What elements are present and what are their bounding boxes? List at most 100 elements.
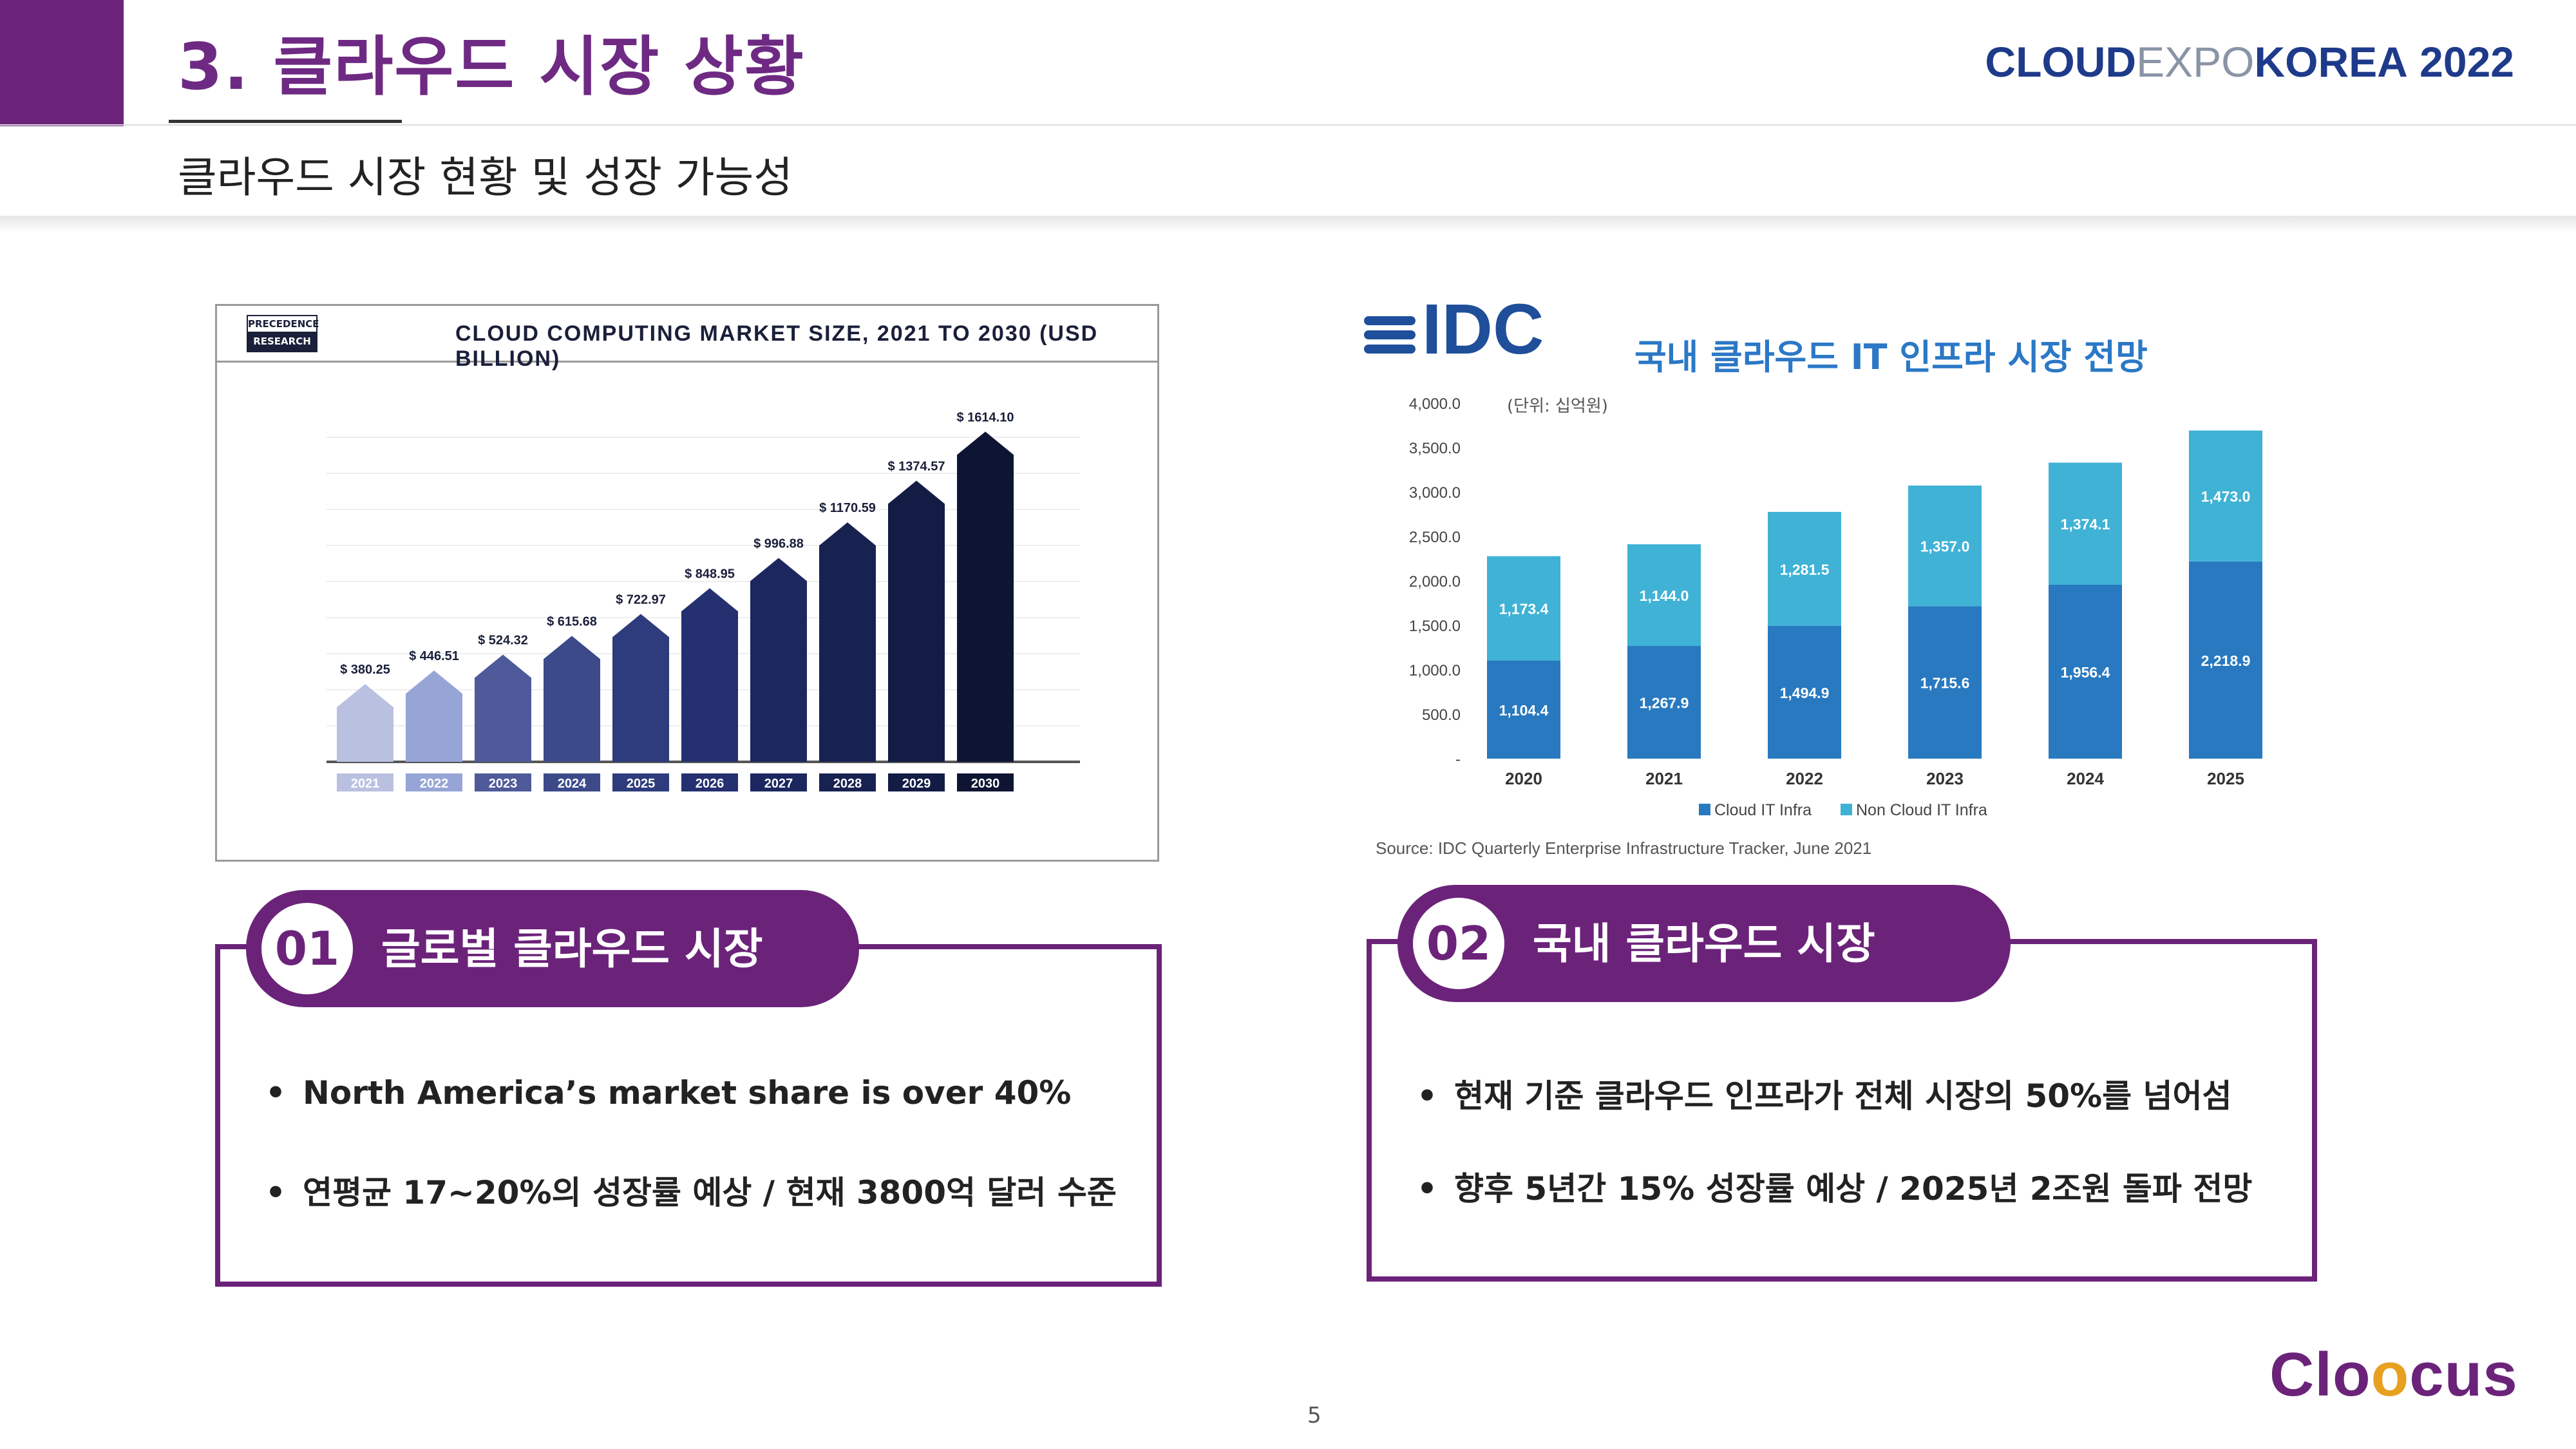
- domestic-chart-title: 국내 클라우드 IT 인프라 시장 전망: [1634, 337, 2148, 377]
- page-subtitle: 클라우드 시장 현황 및 성장 가능성: [178, 153, 793, 202]
- stacked-bar-segment: [1627, 646, 1701, 759]
- precedence-research-logo: PRECEDENCE RESEARCH: [247, 315, 319, 352]
- y-tick-label: 3,000.0: [1409, 484, 1461, 502]
- bullet-text: North America’s market share is over 40%: [303, 1074, 1072, 1112]
- bar: [337, 684, 393, 762]
- y-tick-label: 1,500.0: [1409, 618, 1461, 635]
- data-label: $ 1614.10: [957, 410, 1014, 424]
- section-title: 국내 클라우드 시장: [1533, 919, 1875, 969]
- global-market-heading: 01 글로벌 클라우드 시장: [246, 890, 859, 1007]
- domestic-market-stacked-chart: 4,000.0 3,500.0 3,000.0 2,500.0 2,000.0 1,500…: [1409, 395, 2262, 819]
- global-market-chart: PRECEDENCE RESEARCH CLOUD COMPUTING MARK…: [215, 304, 1159, 862]
- y-tick-label: 2,500.0: [1409, 529, 1461, 546]
- segment-label: 1,374.1: [2061, 516, 2110, 533]
- segment-label: 1,357.0: [1920, 538, 1970, 555]
- category-tag: [337, 773, 393, 791]
- x-tick-label: 2023: [1926, 769, 1964, 788]
- legend-label: Non Cloud IT Infra: [1856, 801, 1987, 819]
- idc-logo-mark: [1364, 311, 1416, 359]
- stacked-bar-segment: [2189, 561, 2262, 759]
- category-tag: [819, 773, 876, 791]
- y-tick-label: 1,000.0: [1409, 662, 1461, 679]
- segment-label: 1,173.4: [1499, 601, 1549, 618]
- legend-swatch: [1699, 804, 1710, 815]
- bar: [957, 431, 1014, 762]
- bullet-text: 현재 기준 클라우드 인프라가 전체 시장의 50%를 넘어섬: [1454, 1077, 2232, 1115]
- category-tag: [612, 773, 669, 791]
- brand-text-dot: o: [2371, 1340, 2410, 1409]
- event-logo: CLOUDEXPOKOREA 2022: [1985, 37, 2514, 86]
- stacked-bar-segment: [1908, 485, 1982, 607]
- header-shadow: [0, 216, 2576, 232]
- domestic-market-heading: 02 국내 클라우드 시장: [1397, 885, 2011, 1002]
- x-tick-label: 2024: [2067, 769, 2104, 788]
- stacked-bar-segment: [1908, 606, 1982, 759]
- data-label: $ 1170.59: [819, 501, 876, 515]
- cloocus-logo: Cloocus: [2269, 1340, 2518, 1410]
- x-tick-label: 2026: [696, 777, 724, 791]
- bar: [475, 654, 531, 762]
- chart-title: CLOUD COMPUTING MARKET SIZE, 2021 TO 203…: [455, 321, 1099, 371]
- data-label: $ 1374.57: [888, 459, 945, 473]
- page-number: 5: [1307, 1403, 1321, 1428]
- x-tick-label: 2022: [1786, 769, 1823, 788]
- category-tag: [406, 773, 462, 791]
- segment-label: 1,473.0: [2201, 488, 2251, 505]
- x-tick-label: 2030: [971, 777, 1000, 791]
- legend-swatch: [1841, 804, 1852, 815]
- x-tick-label: 2021: [351, 777, 380, 791]
- data-label: $ 446.51: [409, 649, 459, 663]
- segment-label: 1,956.4: [2061, 664, 2110, 681]
- x-tick-label: 2029: [902, 777, 931, 791]
- stacked-bar-segment: [1487, 660, 1560, 759]
- segment-label: 1,281.5: [1780, 561, 1830, 578]
- y-tick-label: 2,000.0: [1409, 573, 1461, 591]
- global-market-bar-chart: $ 380.25 2021 $ 446.51 2022 $ 524.32 2023 $ 61…: [327, 410, 1080, 791]
- stacked-bar-segment: [1768, 625, 1841, 759]
- data-label: $ 380.25: [340, 663, 390, 677]
- bullet-item: • North America’s market share is over 40…: [265, 1074, 1072, 1112]
- x-tick-label: 2024: [558, 777, 587, 791]
- category-tag: [681, 773, 738, 791]
- x-tick-label: 2027: [764, 777, 793, 791]
- logo-text-bottom: RESEARCH: [248, 332, 316, 351]
- x-tick-label: 2020: [1505, 769, 1542, 788]
- x-tick-label: 2025: [2207, 769, 2244, 788]
- event-logo-expo: EXPO: [2136, 38, 2255, 86]
- stacked-bar-segment: [2189, 430, 2262, 562]
- data-label: $ 722.97: [616, 592, 666, 607]
- event-logo-korea: KOREA: [2254, 38, 2408, 86]
- data-label: $ 848.95: [685, 567, 735, 581]
- header-divider: [0, 124, 2576, 126]
- data-label: $ 615.68: [547, 614, 597, 629]
- header-accent-bar: [0, 0, 124, 126]
- bullet-item: • 향후 5년간 15% 성장률 예상 / 2025년 2조원 돌파 전망: [1417, 1170, 2253, 1208]
- stacked-bar-segment: [2049, 462, 2122, 585]
- y-tick-label: 4,000.0: [1409, 395, 1461, 413]
- legend-label: Cloud IT Infra: [1714, 801, 1812, 819]
- x-tick-label: 2028: [833, 777, 862, 791]
- bullet-text: 연평균 17~20%의 성장률 예상 / 현재 3800억 달러 수준: [303, 1174, 1117, 1211]
- bullet-text: 향후 5년간 15% 성장률 예상 / 2025년 2조원 돌파 전망: [1454, 1170, 2253, 1208]
- bar: [544, 636, 600, 762]
- title-underline: [169, 120, 402, 123]
- stacked-bar-segment: [2049, 585, 2122, 759]
- bullet-item: • 연평균 17~20%의 성장률 예상 / 현재 3800억 달러 수준: [265, 1174, 1117, 1211]
- category-tag: [957, 773, 1014, 791]
- chart-unit-label: (단위: 십억원): [1507, 397, 1608, 416]
- y-tick-label: 500.0: [1422, 706, 1461, 724]
- chart-header: PRECEDENCE RESEARCH CLOUD COMPUTING MARK…: [217, 306, 1157, 371]
- event-logo-year: 2022: [2420, 38, 2514, 86]
- bar: [888, 480, 945, 762]
- brand-text-start: Clo: [2269, 1340, 2371, 1409]
- data-label: $ 996.88: [753, 536, 804, 551]
- stacked-bar-segment: [1768, 511, 1841, 626]
- bar: [406, 670, 462, 762]
- category-tag: [475, 773, 531, 791]
- x-tick-label: 2021: [1645, 769, 1683, 788]
- brand-text-end: cus: [2409, 1340, 2518, 1409]
- x-tick-label: 2022: [420, 777, 449, 791]
- y-tick-label: 3,500.0: [1409, 440, 1461, 457]
- bar: [750, 558, 807, 762]
- category-tag: [750, 773, 807, 791]
